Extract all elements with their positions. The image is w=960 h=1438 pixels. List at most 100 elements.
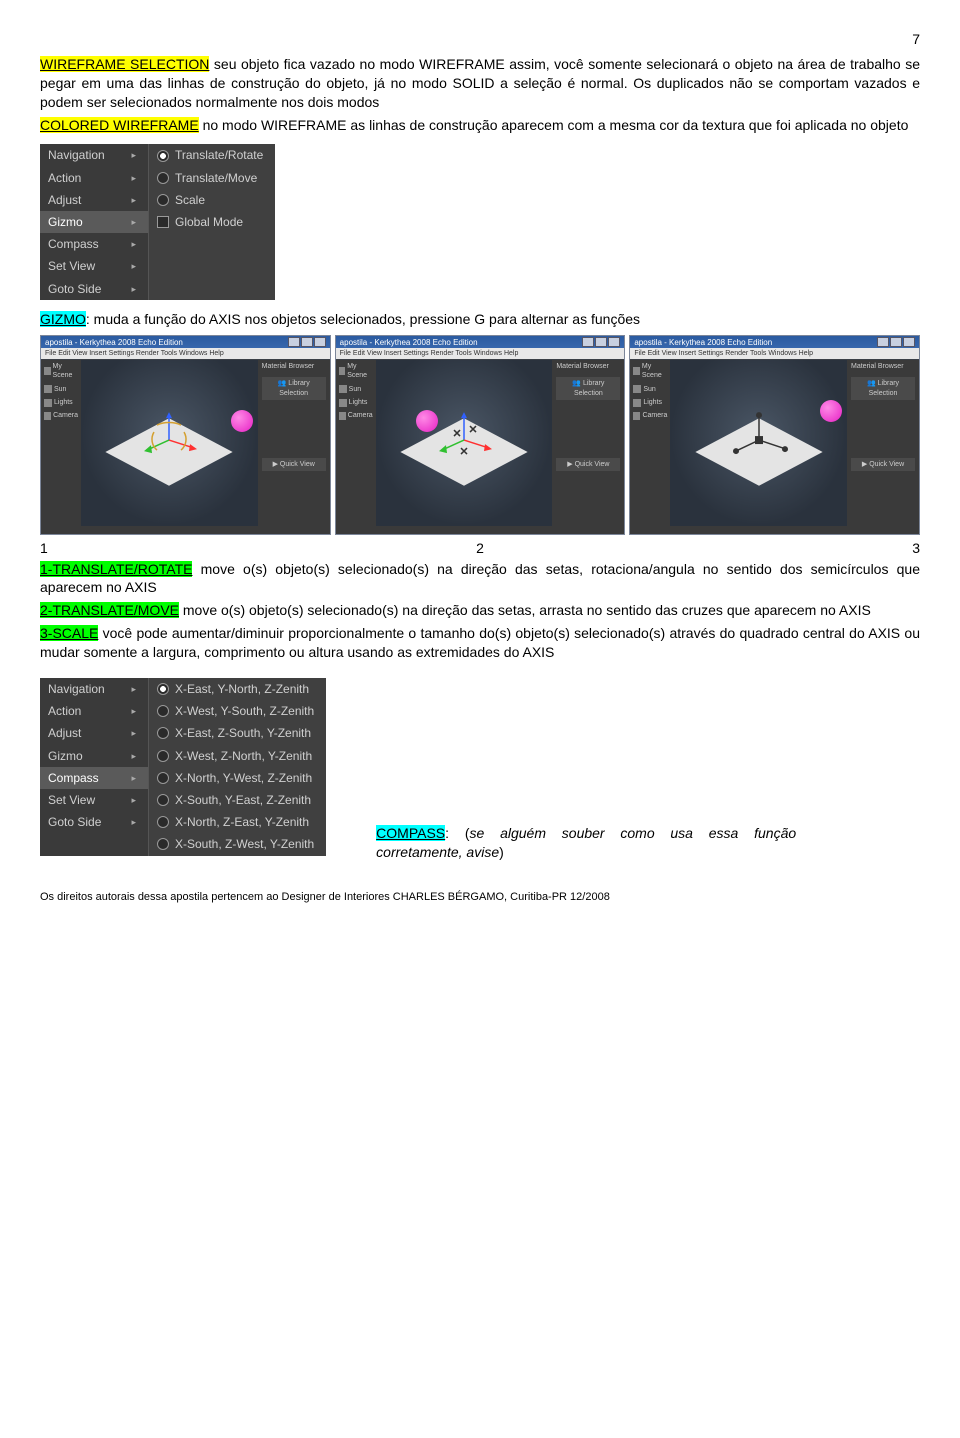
thumbnail-numbers: 1 2 3: [40, 539, 920, 558]
tree-item: My Scene: [336, 360, 376, 383]
menu-option[interactable]: X-East, Z-South, Y-Zenith: [149, 722, 326, 744]
menu-item-navigation[interactable]: Navigation: [40, 144, 148, 166]
para-gizmo: GIZMO: muda a função do AXIS nos objetos…: [40, 310, 920, 329]
radio-icon: [157, 772, 169, 784]
menu-item-goto-side[interactable]: Goto Side: [40, 811, 148, 833]
menu-option-label: Translate/Move: [175, 170, 257, 186]
footer: Os direitos autorais dessa apostila pert…: [40, 890, 920, 905]
sphere-magenta: [231, 410, 253, 432]
text: você pode aumentar/diminuir proporcional…: [40, 625, 920, 660]
menu-option-label: X-North, Y-West, Z-Zenith: [175, 770, 312, 786]
tree-icon: [44, 385, 52, 393]
num-1: 1: [40, 539, 48, 558]
menu-option-label: X-East, Y-North, Z-Zenith: [175, 681, 309, 697]
tree-icon: [633, 385, 641, 393]
hl-scale: 3-SCALE: [40, 625, 98, 641]
menu-item-action[interactable]: Action: [40, 167, 148, 189]
menu-option[interactable]: X-North, Z-East, Y-Zenith: [149, 811, 326, 833]
menu-option[interactable]: Translate/Rotate: [149, 144, 275, 166]
menu-item-compass[interactable]: Compass: [40, 233, 148, 255]
checkbox-icon: [157, 216, 169, 228]
scene-tree-panel: My SceneSunLightsCamera: [630, 360, 670, 526]
menu-item-adjust[interactable]: Adjust: [40, 189, 148, 211]
menu-option-label: X-South, Z-West, Y-Zenith: [175, 836, 314, 852]
tree-item: Camera: [41, 409, 81, 422]
menu-item-compass[interactable]: Compass: [40, 767, 148, 789]
menu-option[interactable]: Translate/Move: [149, 167, 275, 189]
menu-item-action[interactable]: Action: [40, 700, 148, 722]
tree-item: Lights: [336, 396, 376, 409]
menu-item-gizmo[interactable]: Gizmo: [40, 211, 148, 233]
tree-icon: [633, 399, 641, 407]
app-menubar: File Edit View Insert Settings Render To…: [336, 348, 625, 359]
menu-item-adjust[interactable]: Adjust: [40, 722, 148, 744]
tree-icon: [633, 412, 640, 420]
statusbar: [41, 526, 330, 534]
para-wireframe: WIREFRAME SELECTION seu objeto fica vaza…: [40, 55, 920, 112]
menu-item-goto-side[interactable]: Goto Side: [40, 278, 148, 300]
menu-option[interactable]: X-West, Z-North, Y-Zenith: [149, 745, 326, 767]
hl-compass: COMPASS: [376, 825, 445, 841]
tree-item: Sun: [41, 383, 81, 396]
quickview-button: ▶ Quick View: [851, 458, 915, 471]
radio-icon: [157, 727, 169, 739]
hl-gizmo: GIZMO: [40, 311, 86, 327]
para-colored-wireframe: COLORED WIREFRAME no modo WIREFRAME as l…: [40, 116, 920, 135]
library-button: 👥 Library Selection: [262, 377, 326, 400]
menu-option[interactable]: X-South, Z-West, Y-Zenith: [149, 833, 326, 855]
menu-option[interactable]: Global Mode: [149, 211, 275, 233]
tree-item: Lights: [630, 396, 670, 409]
text: ): [499, 844, 504, 860]
menu-option[interactable]: X-North, Y-West, Z-Zenith: [149, 767, 326, 789]
panel-heading: Material Browser: [552, 360, 624, 373]
compass-block: NavigationActionAdjustGizmoCompassSet Vi…: [40, 672, 920, 866]
screenshot-thumb: apostila - Kerkythea 2008 Echo EditionFi…: [40, 335, 331, 535]
panel-heading: Material Browser: [258, 360, 330, 373]
menu-option-label: X-South, Y-East, Z-Zenith: [175, 792, 311, 808]
menu-item-navigation[interactable]: Navigation: [40, 678, 148, 700]
tree-item: Sun: [336, 383, 376, 396]
hl-translate-rotate: 1-TRANSLATE/ROTATE: [40, 561, 192, 577]
tree-icon: [44, 412, 51, 420]
statusbar: [336, 526, 625, 534]
menu-option[interactable]: Scale: [149, 189, 275, 211]
menu-option-label: X-East, Z-South, Y-Zenith: [175, 725, 311, 741]
tree-item: Camera: [336, 409, 376, 422]
gizmo-menu: NavigationActionAdjustGizmoCompassSet Vi…: [40, 144, 275, 299]
menu-item-set-view[interactable]: Set View: [40, 789, 148, 811]
radio-icon: [157, 683, 169, 695]
tree-item: My Scene: [630, 360, 670, 383]
statusbar: [630, 526, 919, 534]
menu-option[interactable]: X-East, Y-North, Z-Zenith: [149, 678, 326, 700]
menu-option[interactable]: X-South, Y-East, Z-Zenith: [149, 789, 326, 811]
viewport-3d: [81, 360, 258, 526]
para-compass: COMPASS: (se alguém souber como usa essa…: [376, 824, 796, 862]
menu-option-label: Global Mode: [175, 214, 243, 230]
material-panel: Material Browser👥 Library Selection▶ Qui…: [552, 360, 624, 526]
tree-icon: [44, 367, 51, 375]
hl-colored-wireframe: COLORED WIREFRAME: [40, 117, 199, 133]
radio-icon: [157, 150, 169, 162]
tree-item: Sun: [630, 383, 670, 396]
scene-tree-panel: My SceneSunLightsCamera: [336, 360, 376, 526]
page-number: 7: [40, 30, 920, 49]
para-scale: 3-SCALE você pode aumentar/diminuir prop…: [40, 624, 920, 662]
tree-icon: [339, 385, 347, 393]
radio-icon: [157, 794, 169, 806]
num-3: 3: [912, 539, 920, 558]
tree-item: Lights: [41, 396, 81, 409]
menu-option[interactable]: X-West, Y-South, Z-Zenith: [149, 700, 326, 722]
radio-icon: [157, 838, 169, 850]
app-menubar: File Edit View Insert Settings Render To…: [41, 348, 330, 359]
para-translate-rotate: 1-TRANSLATE/ROTATE move o(s) objeto(s) s…: [40, 560, 920, 598]
tree-icon: [339, 399, 347, 407]
radio-icon: [157, 172, 169, 184]
hl-translate-move: 2-TRANSLATE/MOVE: [40, 602, 179, 618]
menu-item-gizmo[interactable]: Gizmo: [40, 745, 148, 767]
radio-icon: [157, 816, 169, 828]
viewport-3d: [670, 360, 847, 526]
menu-item-set-view[interactable]: Set View: [40, 255, 148, 277]
hl-wireframe-selection: WIREFRAME SELECTION: [40, 56, 209, 72]
tree-icon: [339, 412, 346, 420]
radio-icon: [157, 750, 169, 762]
